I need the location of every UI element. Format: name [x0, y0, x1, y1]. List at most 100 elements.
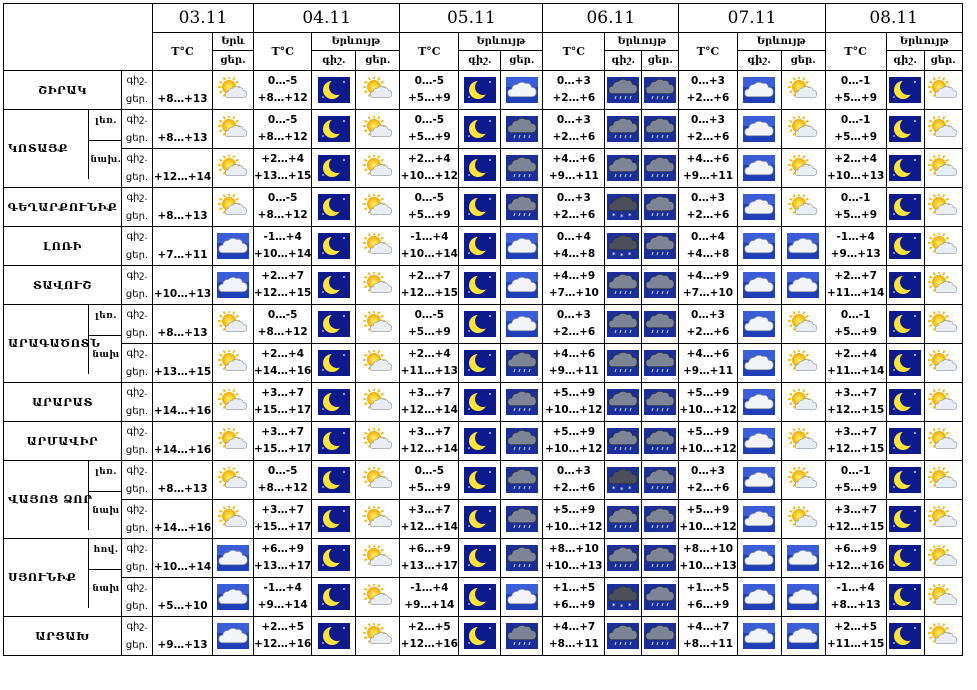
day-label: ցեր. [125, 640, 149, 651]
moon-icon [885, 499, 925, 539]
night-label: գիշ. [126, 426, 148, 437]
day-temp: +2…+6 [552, 482, 596, 494]
day-subheader: ցեր. [780, 50, 826, 71]
sun-icon [780, 499, 826, 539]
night-temp: 0…+3 [691, 75, 725, 87]
moon-icon [311, 265, 357, 305]
day1-temp: +7…+11 [152, 226, 213, 266]
rain-icon [604, 70, 643, 110]
temp-range: 0…-1 +5…+9 [824, 70, 887, 110]
day-temp: +12…+16 [826, 560, 885, 572]
rain-icon [500, 421, 544, 461]
night-temp: -1…+4 [410, 231, 449, 243]
svg-text:*: * [628, 485, 632, 493]
temp-range: +3…+7 +15…+17 [252, 421, 313, 461]
moon-icon [458, 343, 502, 383]
sun-icon [355, 265, 401, 305]
corner-cell [3, 3, 153, 71]
night-day-label: գիշ. ցեր. [121, 109, 153, 149]
night-temp: -1…+4 [836, 582, 875, 594]
night-temp: +2…+4 [834, 348, 878, 360]
night-temp: 0…-5 [267, 75, 298, 87]
temp-range: 0…+3 +2…+6 [678, 460, 738, 500]
night-temp: +2…+7 [261, 270, 305, 282]
night-temp: 0…-1 [840, 192, 871, 204]
rain-icon [500, 499, 544, 539]
sun-icon [355, 538, 401, 578]
region-name: ԱՐՑԱԽ [3, 616, 122, 656]
sun-icon [923, 382, 963, 422]
night-day-label: գիշ. ցեր. [121, 343, 153, 383]
night-label: գիշ. [126, 309, 148, 320]
temp-range: 0…+3 +2…+6 [542, 187, 606, 227]
rain-icon [641, 577, 680, 617]
sun-icon [780, 460, 826, 500]
temp-range: +4…+6 +9…+11 [542, 343, 606, 383]
sun-icon [923, 616, 963, 656]
day-temp: +5…+9 [834, 92, 878, 104]
night-subheader: գիշ. [604, 50, 643, 71]
night-label: գիշ. [126, 153, 148, 164]
temp-range: +8…+10 +10…+13 [678, 538, 738, 578]
day-temp: +5…+9 [834, 131, 878, 143]
day1-temp: +10…+13 [152, 265, 213, 305]
moon-icon [458, 226, 502, 266]
day-temp: +6…+9 [686, 599, 730, 611]
day-temp: +5…+9 [407, 482, 451, 494]
temp-range: 0…-5 +8…+12 [252, 460, 313, 500]
night-day-label: գիշ. ցեր. [121, 226, 153, 266]
cloud-icon [212, 265, 254, 305]
rain-icon [500, 343, 544, 383]
cloud-icon [736, 616, 782, 656]
rain-icon [641, 499, 680, 539]
temp-range: +4…+7 +8…+11 [678, 616, 738, 656]
moon-icon [311, 538, 357, 578]
sun-icon [780, 343, 826, 383]
day-subheader: ցեր. [212, 50, 254, 71]
day-temp: +8…+13 [830, 599, 881, 611]
day-temp: +12…+15 [826, 521, 885, 533]
day-temp: +13…+17 [400, 560, 458, 572]
cloud-icon [736, 70, 782, 110]
night-temp: +3…+7 [834, 504, 878, 516]
region-name: ԼՈՌԻ [3, 226, 122, 266]
moon-icon [458, 187, 502, 227]
night-temp: +3…+7 [261, 387, 305, 399]
night-label: գիշ. [126, 621, 148, 632]
night-temp: 0…+3 [556, 309, 591, 321]
temp-range: 0…+3 +2…+6 [678, 109, 738, 149]
night-temp: 0…-1 [840, 114, 871, 126]
temp-range: +5…+9 +10…+12 [542, 499, 606, 539]
temp-range: +3…+7 +12…+14 [399, 421, 460, 461]
moon-icon [311, 382, 357, 422]
subregion-label: նախ [89, 335, 121, 374]
night-temp: +3…+7 [261, 426, 305, 438]
temp-range: +4…+7 +8…+11 [542, 616, 606, 656]
sun-icon [923, 265, 963, 305]
temp-range: +3…+7 +15…+17 [252, 382, 313, 422]
temp-range: +2…+7 +12…+15 [399, 265, 460, 305]
temp-range: +6…+9 +13…+17 [252, 538, 313, 578]
night-temp: 0…+4 [556, 231, 591, 243]
day-temp: +12…+15 [826, 404, 885, 416]
day-label: ցեր. [125, 133, 149, 144]
night-temp: +5…+9 [686, 387, 730, 399]
day-label: ցեր. [125, 328, 149, 339]
rain-icon [641, 304, 680, 344]
night-day-label: գիշ. ցեր. [121, 304, 153, 344]
rain-icon [604, 109, 643, 149]
temp-range: +2…+4 +10…+12 [399, 148, 460, 188]
temp-range: 0…+3 +2…+6 [678, 70, 738, 110]
night-day-label: գիշ. ցեր. [121, 538, 153, 578]
night-temp: +4…+7 [552, 621, 596, 633]
night-subheader: գիշ. [311, 50, 357, 71]
rain-icon [604, 265, 643, 305]
temp-range: 0…-1 +5…+9 [824, 187, 887, 227]
subregion-label: նախ. [89, 140, 121, 179]
rain-icon [604, 304, 643, 344]
day-temp: +9…+11 [682, 170, 733, 182]
temp-range: -1…+4 +9…+13 [824, 226, 887, 266]
moon-icon [311, 616, 357, 656]
day-temp: +8…+12 [257, 326, 308, 338]
day-temp: +12…+15 [254, 287, 312, 299]
